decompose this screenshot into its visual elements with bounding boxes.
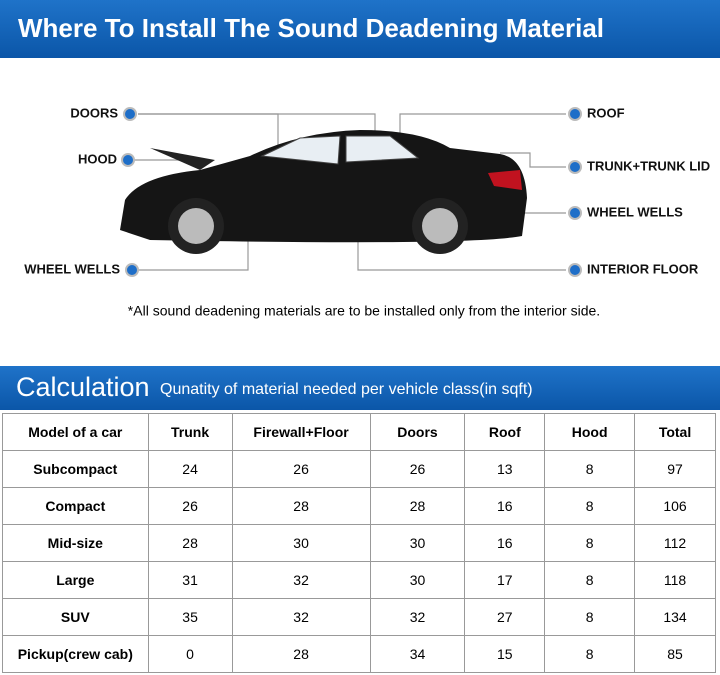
value-cell: 30 bbox=[369, 524, 466, 562]
column-header: Roof bbox=[464, 413, 546, 451]
model-cell: Pickup(crew cab) bbox=[2, 635, 149, 673]
row: Subcompact 24 26 26 13 8 97 bbox=[2, 450, 716, 488]
value-cell: 26 bbox=[231, 450, 371, 488]
title: Where To Install The Sound Deadening Mat… bbox=[18, 13, 605, 43]
value-cell: 134 bbox=[634, 598, 716, 636]
part-label: HOOD bbox=[78, 151, 117, 166]
value-cell: 17 bbox=[464, 561, 546, 599]
part-label: ROOF bbox=[587, 105, 625, 120]
row: Compact 26 28 28 16 8 106 bbox=[2, 487, 716, 525]
value-cell: 28 bbox=[231, 487, 371, 525]
value-cell: 28 bbox=[231, 635, 371, 673]
part-label: WHEEL WELLS bbox=[24, 261, 120, 276]
column-header: Total bbox=[634, 413, 716, 451]
value-cell: 31 bbox=[147, 561, 233, 599]
value-cell: 28 bbox=[369, 487, 466, 525]
model-cell: Mid-size bbox=[2, 524, 149, 562]
value-cell: 106 bbox=[634, 487, 716, 525]
part-label: WHEEL WELLS bbox=[587, 204, 683, 219]
calc-title: Calculation bbox=[16, 372, 150, 402]
value-cell: 16 bbox=[464, 524, 546, 562]
value-cell: 13 bbox=[464, 450, 546, 488]
model-cell: Compact bbox=[2, 487, 149, 525]
row: SUV 35 32 32 27 8 134 bbox=[2, 598, 716, 636]
row: Pickup(crew cab) 0 28 34 15 8 85 bbox=[2, 635, 716, 673]
row: Large 31 32 30 17 8 118 bbox=[2, 561, 716, 599]
value-cell: 8 bbox=[544, 635, 636, 673]
value-cell: 30 bbox=[369, 561, 466, 599]
value-cell: 118 bbox=[634, 561, 716, 599]
value-cell: 27 bbox=[464, 598, 546, 636]
value-cell: 26 bbox=[147, 487, 233, 525]
value-cell: 32 bbox=[369, 598, 466, 636]
value-cell: 0 bbox=[147, 635, 233, 673]
part-label: DOORS bbox=[70, 105, 118, 120]
value-cell: 26 bbox=[369, 450, 466, 488]
model-cell: SUV bbox=[2, 598, 149, 636]
column-header: Doors bbox=[369, 413, 466, 451]
value-cell: 97 bbox=[634, 450, 716, 488]
value-cell: 8 bbox=[544, 598, 636, 636]
column-header: Firewall+Floor bbox=[231, 413, 371, 451]
header-bar: Where To Install The Sound Deadening Mat… bbox=[0, 0, 720, 58]
value-cell: 30 bbox=[231, 524, 371, 562]
calc-bar: Calculation Qunatity of material needed … bbox=[0, 366, 720, 410]
value-cell: 15 bbox=[464, 635, 546, 673]
part-label: TRUNK+TRUNK LID bbox=[587, 158, 710, 173]
value-cell: 85 bbox=[634, 635, 716, 673]
value-cell: 24 bbox=[147, 450, 233, 488]
model-cell: Subcompact bbox=[2, 450, 149, 488]
value-cell: 32 bbox=[231, 561, 371, 599]
value-cell: 28 bbox=[147, 524, 233, 562]
part-label: INTERIOR FLOOR bbox=[587, 261, 699, 276]
column-header: Model of a car bbox=[2, 413, 149, 451]
value-cell: 8 bbox=[544, 487, 636, 525]
row: Mid-size 28 30 30 16 8 112 bbox=[2, 524, 716, 562]
table: Model of a car Trunk Firewall+Floor Doors Ro… bbox=[2, 413, 716, 673]
header-row: Model of a car Trunk Firewall+Floor Doors Ro… bbox=[2, 413, 716, 451]
note: *All sound deadening materials are to be… bbox=[128, 303, 600, 319]
value-cell: 112 bbox=[634, 524, 716, 562]
value-cell: 35 bbox=[147, 598, 233, 636]
value-cell: 34 bbox=[369, 635, 466, 673]
car-diagram: DOORS HOOD WHEEL WELLS ROOF TRUNK+TRUNK … bbox=[24, 105, 710, 319]
column-header: Trunk bbox=[147, 413, 233, 451]
value-cell: 8 bbox=[544, 561, 636, 599]
value-cell: 16 bbox=[464, 487, 546, 525]
column-header: Hood bbox=[544, 413, 636, 451]
calc-subtitle: Qunatity of material needed per vehicle … bbox=[160, 381, 533, 398]
value-cell: 8 bbox=[544, 450, 636, 488]
value-cell: 32 bbox=[231, 598, 371, 636]
model-cell: Large bbox=[2, 561, 149, 599]
car bbox=[120, 130, 527, 254]
value-cell: 8 bbox=[544, 524, 636, 562]
